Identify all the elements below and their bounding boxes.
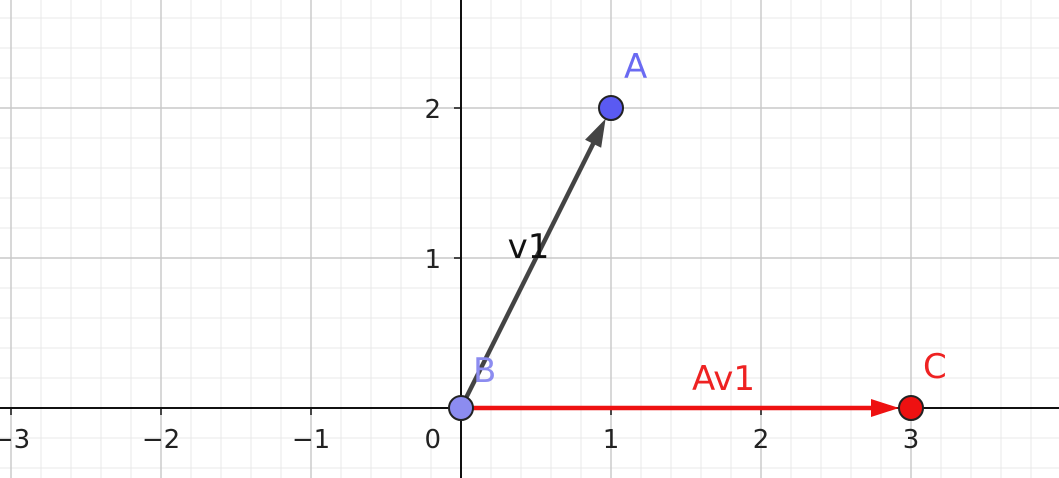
vector-v1-arrowhead <box>585 118 606 148</box>
points-layer <box>448 95 924 421</box>
x-tick-label: 1 <box>603 425 620 455</box>
x-tick-label: 2 <box>753 425 770 455</box>
point-C-label: C <box>923 347 947 387</box>
vector-v1-shaft <box>458 140 597 410</box>
y-tick-label: 2 <box>424 95 441 125</box>
vector-Av1-label: Av1 <box>692 359 755 399</box>
point-B[interactable] <box>448 395 474 421</box>
tick-labels: −3 −2 −1 1 2 3 1 2 0 <box>0 95 919 455</box>
point-B-label: B <box>473 351 496 391</box>
y-tick-label: 1 <box>424 245 441 275</box>
vector-Av1-arrowhead <box>871 399 899 417</box>
vectors-layer <box>458 118 899 417</box>
point-A-label: A <box>624 47 647 87</box>
x-tick-label: −1 <box>292 425 330 455</box>
point-C[interactable] <box>898 395 924 421</box>
vector-Av1[interactable] <box>461 399 899 417</box>
labels-layer: v1 Av1 A B C <box>473 47 947 399</box>
x-tick-label: 3 <box>903 425 920 455</box>
vector-v1[interactable] <box>458 118 606 410</box>
x-tick-label: −3 <box>0 425 30 455</box>
x-tick-label: −2 <box>142 425 180 455</box>
vector-v1-label: v1 <box>508 227 550 267</box>
point-A[interactable] <box>598 95 624 121</box>
origin-label: 0 <box>424 425 441 455</box>
